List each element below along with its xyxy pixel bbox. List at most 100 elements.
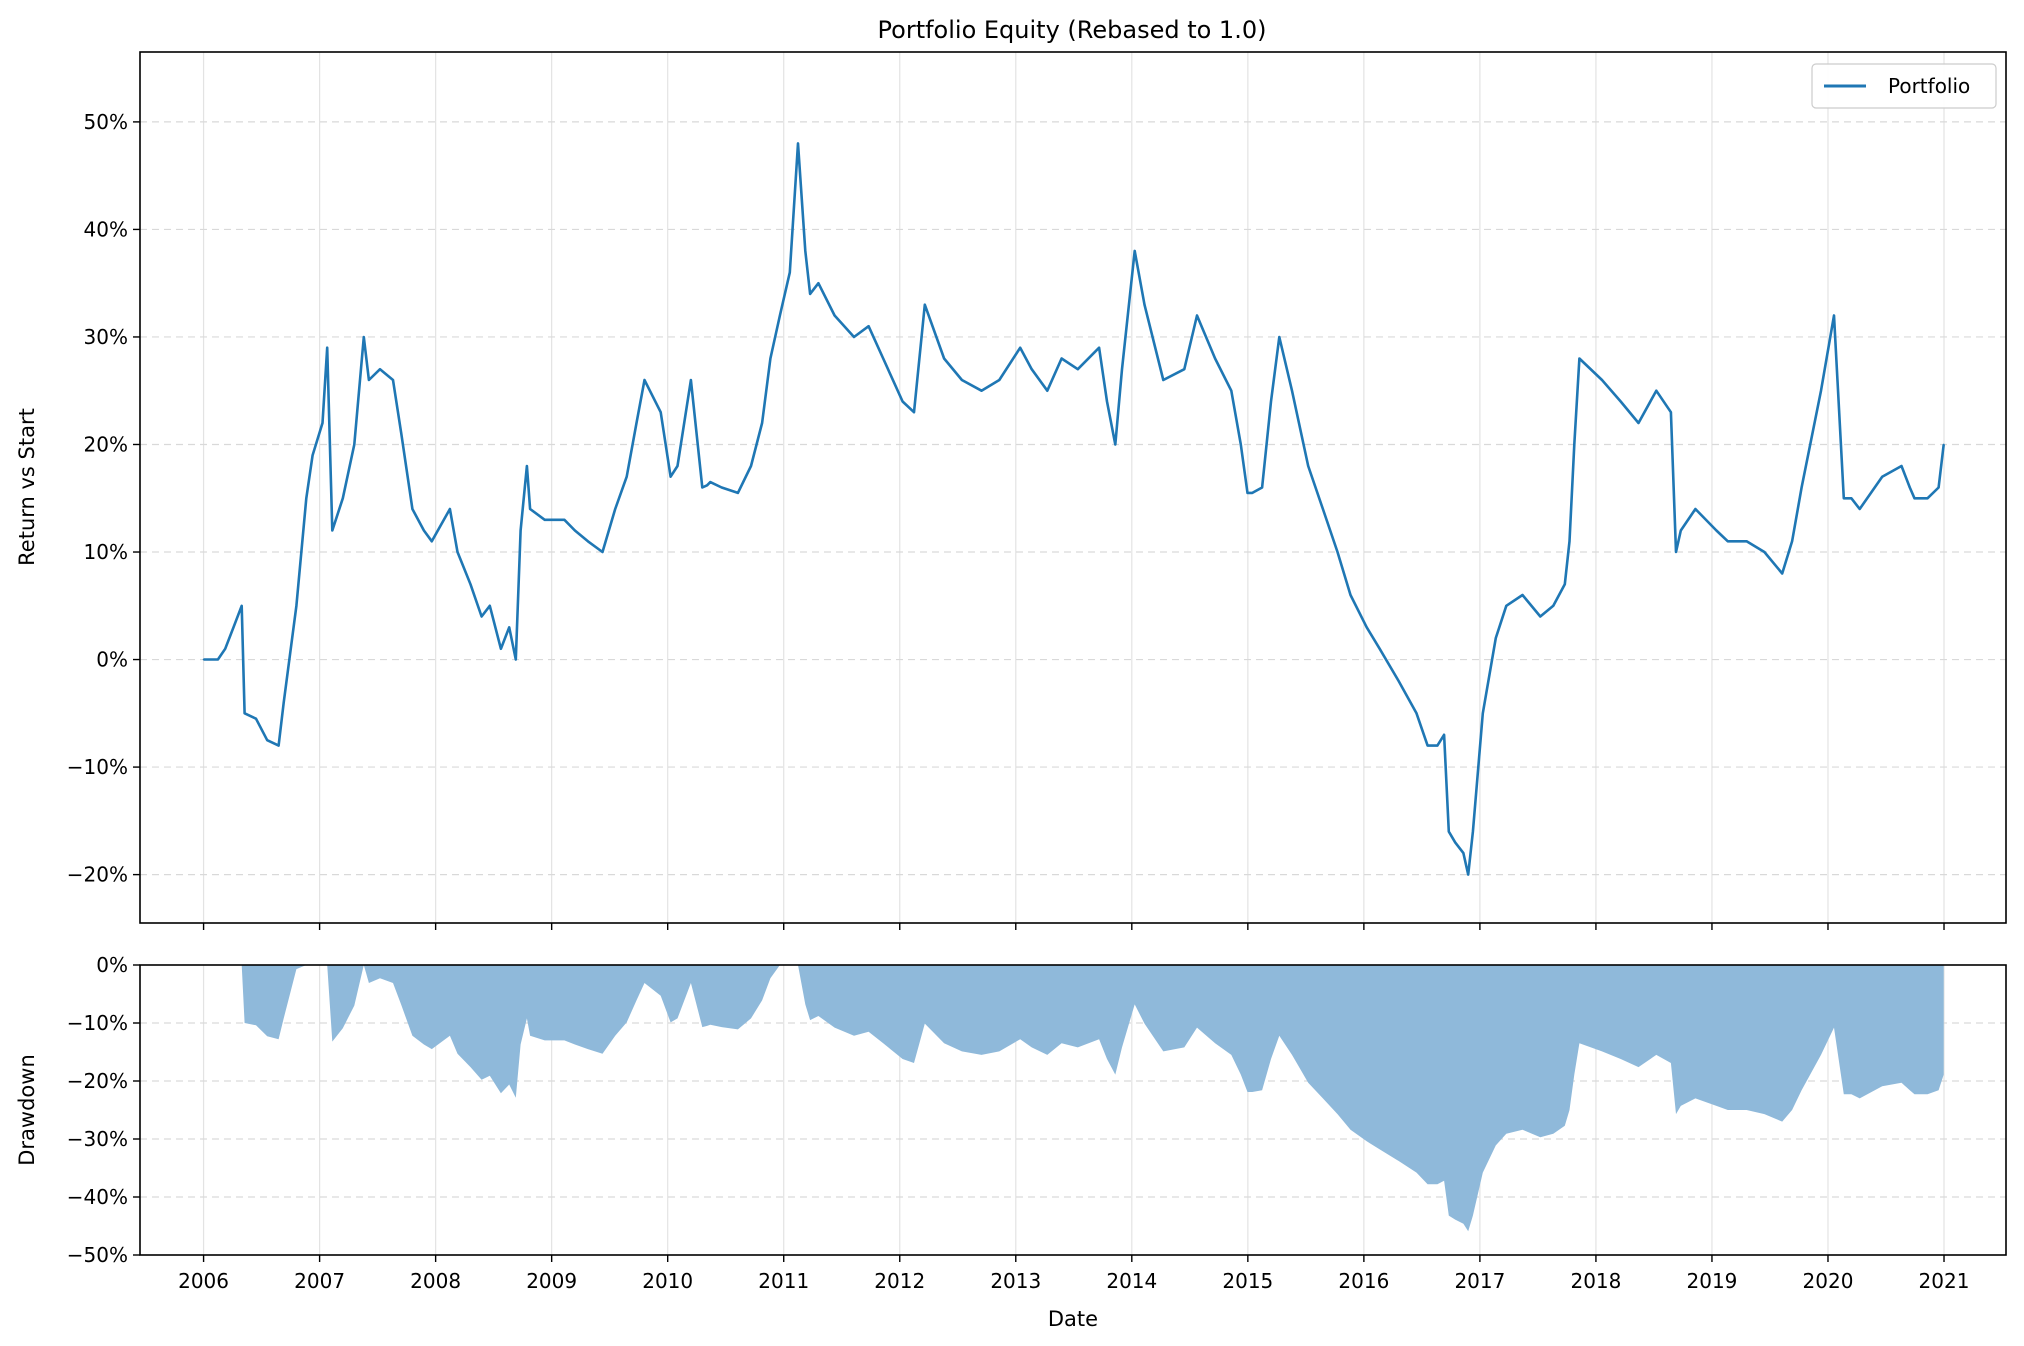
drawdown-area-0 [203,965,1944,1232]
equity-point [1143,303,1146,306]
equity-point [1900,465,1903,467]
equity-point [817,282,820,285]
equity-point [1162,379,1165,381]
equity-point [1046,389,1049,392]
equity-point [1454,841,1457,844]
equity-point [1230,389,1233,392]
x-tick-label-2018: 2018 [1570,1269,1621,1293]
equity-point [643,379,646,381]
equity-point [587,540,589,543]
equity-point [1937,486,1940,489]
equity-point [1842,497,1845,500]
equity-point [1800,486,1803,489]
equity-point [625,475,628,478]
equity-point [1060,357,1063,360]
equity-point [305,497,308,500]
equity-point [1183,368,1186,371]
x-tick-label-2019: 2019 [1687,1269,1738,1293]
equity-point [1246,492,1249,494]
equity-point [1467,873,1470,876]
equity-point [295,604,298,607]
equity-point [266,739,269,742]
equity-point [508,626,511,629]
equity-point [430,540,433,543]
equity-point [1881,475,1884,478]
equity-point [574,529,576,532]
equity-axes-frame [139,51,2007,924]
equity-point [901,400,904,403]
drawdown-y-tick-label-0: 0% [96,953,128,977]
drawdown-x-ticks: 2006 2007 2008 2009 2010 2011 2012 2013 2014 2015… [178,1255,1969,1293]
equity-point [1637,422,1640,424]
equity-y-tick-label-0: 0% [96,648,128,672]
equity-point [1563,583,1566,586]
equity-point [1291,389,1293,392]
equity-point [255,717,257,720]
equity-point [998,379,1001,381]
equity-point [1726,540,1729,543]
equity-point [469,583,472,586]
x-tick-label-2020: 2020 [1803,1269,1854,1293]
equity-point [353,443,356,446]
equity-point [1076,368,1079,371]
equity-point [1791,540,1793,543]
equity-point [341,497,344,500]
equity-point [737,492,739,494]
x-tick-label-2021: 2021 [1919,1269,1970,1293]
x-tick-label-2012: 2012 [874,1269,925,1293]
equity-point [1850,497,1853,500]
x-tick-label-2017: 2017 [1454,1269,1505,1293]
equity-y-tick-label--10: −10% [67,755,128,779]
equity-point [423,529,425,532]
equity-point [706,484,708,487]
x-tick-label-2015: 2015 [1222,1269,1273,1293]
equity-point [1568,540,1571,543]
equity-point [809,293,811,295]
equity-point [659,411,662,414]
equity-y-tick-label-20: 20% [84,432,128,456]
equity-point [368,379,370,381]
equity-point [797,142,799,145]
drawdown-axes-frame [139,964,2007,1256]
equity-point [321,422,324,424]
x-tick-label-2010: 2010 [642,1269,693,1293]
equity-point [1670,411,1672,414]
equity-point [519,529,522,532]
drawdown-y-tick-label--40: −40% [67,1185,128,1209]
equity-point [1307,465,1310,467]
equity-point [709,481,712,483]
equity-point [1349,594,1352,596]
equity-point [1336,551,1339,553]
equity-point [690,379,692,381]
equity-y-tick-label-30: 30% [84,325,128,349]
equity-point [769,357,772,360]
equity-point [1278,336,1281,338]
equity-point [1494,637,1497,639]
equity-point [1655,389,1658,392]
equity-point [1436,744,1439,747]
equity-point [1121,368,1123,371]
equity-point [1481,712,1484,715]
equity-point [1521,594,1524,596]
equity-point [1270,400,1272,403]
equity-point [1913,497,1916,500]
equity-point [1397,680,1400,682]
equity-point [1820,389,1822,392]
equity-point [563,518,566,521]
equity-point [1365,626,1368,629]
equity-point [282,701,285,704]
equity-point [601,551,604,553]
legend: Portfolio [1811,63,1997,109]
drawdown-y-tick-label--30: −30% [67,1127,128,1151]
x-tick-label-2008: 2008 [410,1269,461,1293]
drawdown-y-tick-label--10: −10% [67,1011,128,1035]
equity-point [1601,379,1603,381]
equity-point [1106,400,1108,403]
drawdown-gridlines [140,965,2006,1255]
x-axis-label: Date [1048,1307,1098,1331]
equity-point [1114,443,1117,446]
drawdown-series-layer [203,965,1944,1232]
equity-point [379,368,381,371]
drawdown-y-ticks: −50% −40% −30% −20% −10% 0% [67,953,140,1267]
